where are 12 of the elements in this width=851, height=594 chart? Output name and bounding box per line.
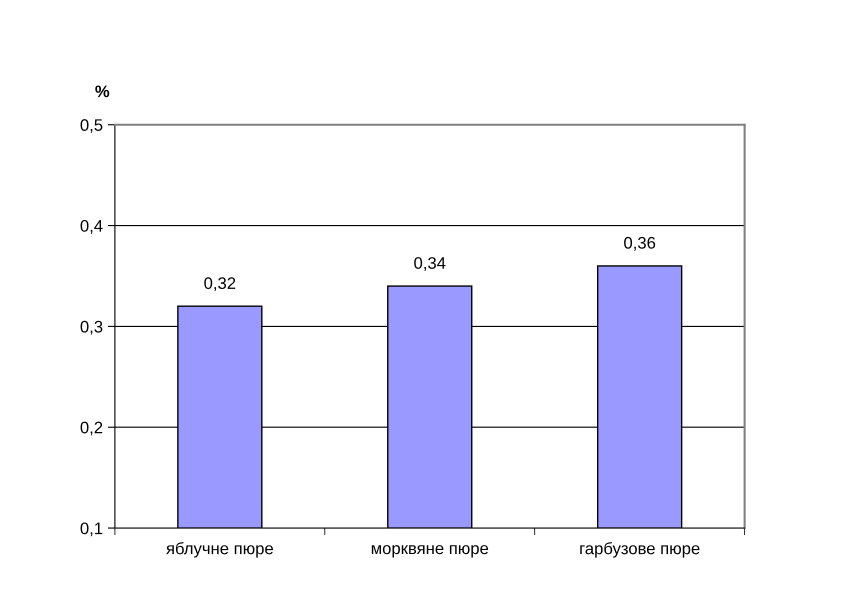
- y-tick-label: 0,5: [80, 119, 102, 133]
- y-tick-label: 0,4: [80, 220, 103, 234]
- x-tick-label: яблучне пюре: [166, 542, 273, 558]
- x-tick-label: гарбузове пюре: [580, 542, 700, 558]
- x-tick-label: морквяне пюре: [372, 545, 488, 558]
- data-label: 0,36: [624, 236, 656, 251]
- y-tick-label: 0,2: [80, 422, 102, 436]
- y-tick-label: 0,3: [80, 320, 102, 335]
- y-axis-title: %: [95, 85, 110, 98]
- data-label: 0,32: [204, 277, 236, 292]
- y-tick-label: 0,1: [80, 522, 102, 536]
- data-label: 0,34: [414, 257, 446, 271]
